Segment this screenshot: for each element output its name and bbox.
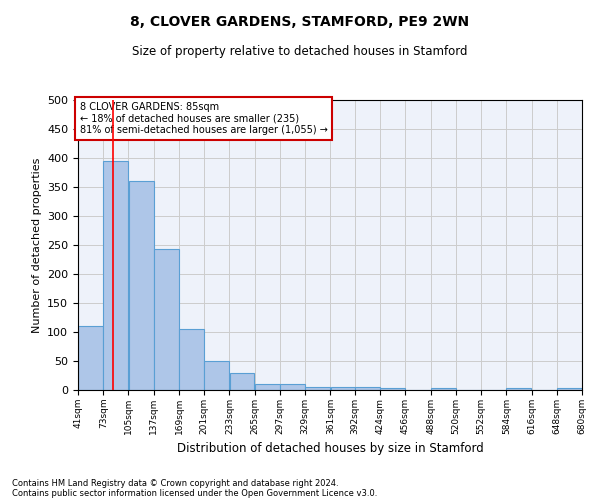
Bar bbox=[205, 361, 229, 390]
Bar bbox=[280, 384, 305, 390]
Text: Size of property relative to detached houses in Stamford: Size of property relative to detached ho… bbox=[132, 45, 468, 58]
Bar bbox=[331, 386, 355, 390]
Text: Contains public sector information licensed under the Open Government Licence v3: Contains public sector information licen… bbox=[12, 488, 377, 498]
Bar bbox=[255, 384, 280, 390]
Bar bbox=[380, 388, 405, 390]
Bar bbox=[506, 388, 532, 390]
Text: Contains HM Land Registry data © Crown copyright and database right 2024.: Contains HM Land Registry data © Crown c… bbox=[12, 478, 338, 488]
X-axis label: Distribution of detached houses by size in Stamford: Distribution of detached houses by size … bbox=[176, 442, 484, 456]
Bar bbox=[230, 372, 254, 390]
Text: 8 CLOVER GARDENS: 85sqm
← 18% of detached houses are smaller (235)
81% of semi-d: 8 CLOVER GARDENS: 85sqm ← 18% of detache… bbox=[80, 102, 328, 135]
Bar bbox=[557, 388, 582, 390]
Bar bbox=[128, 181, 154, 390]
Bar bbox=[305, 386, 330, 390]
Bar bbox=[154, 249, 179, 390]
Bar bbox=[103, 161, 128, 390]
Bar bbox=[431, 388, 455, 390]
Text: 8, CLOVER GARDENS, STAMFORD, PE9 2WN: 8, CLOVER GARDENS, STAMFORD, PE9 2WN bbox=[130, 15, 470, 29]
Bar bbox=[355, 386, 380, 390]
Bar bbox=[179, 329, 204, 390]
Y-axis label: Number of detached properties: Number of detached properties bbox=[32, 158, 41, 332]
Bar bbox=[78, 326, 103, 390]
